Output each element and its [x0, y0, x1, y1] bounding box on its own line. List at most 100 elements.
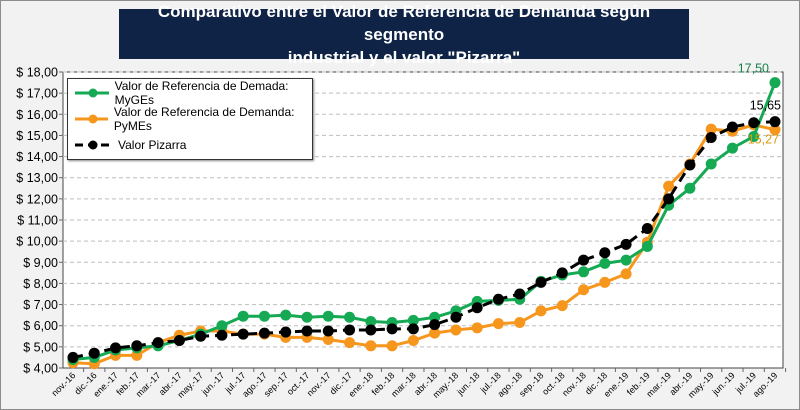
y-tick-label: $ 9,00 — [23, 256, 58, 270]
data-point — [152, 337, 164, 349]
data-point — [322, 333, 334, 345]
x-tick-label: jun.-18 — [454, 370, 481, 397]
data-point — [407, 314, 419, 326]
x-tick-label: nov.-18 — [560, 370, 588, 398]
legend-marker-orange — [75, 114, 108, 124]
y-tick-label: $ 16,00 — [16, 108, 58, 122]
data-point — [663, 193, 675, 205]
data-point — [131, 340, 143, 352]
legend-item-pizarra: Valor Pizarra — [74, 137, 186, 153]
data-point — [471, 322, 483, 334]
data-point — [258, 310, 270, 322]
data-point — [280, 326, 292, 338]
y-tick-label: $ 4,00 — [23, 362, 58, 376]
x-tick-label: jun.-19 — [710, 370, 737, 397]
legend-label: Valor de Referencia de Demanda: PyMEs — [113, 105, 295, 133]
data-point — [578, 254, 590, 266]
y-tick-label: $ 5,00 — [23, 340, 58, 354]
data-point — [492, 318, 504, 330]
data-point — [599, 257, 611, 269]
data-point — [726, 142, 738, 154]
data-point — [386, 323, 398, 335]
y-tick-label: $ 8,00 — [23, 277, 58, 291]
data-point — [705, 132, 717, 144]
series-line — [72, 120, 776, 359]
data-point — [726, 121, 738, 133]
data-point — [365, 340, 377, 352]
data-point — [195, 330, 207, 342]
data-point — [344, 337, 356, 349]
data-point — [556, 267, 568, 279]
data-point — [88, 347, 100, 359]
legend-label: Valor de Referencia de Demada: MyGEs — [114, 79, 289, 107]
data-point — [492, 293, 504, 305]
x-tick-label: sep.-17 — [262, 370, 290, 398]
data-point — [578, 266, 590, 278]
data-point — [471, 302, 483, 314]
data-point — [344, 324, 356, 336]
data-point — [556, 300, 568, 312]
data-label: 15,65 — [750, 99, 781, 113]
x-tick-label: jun.-17 — [199, 370, 226, 397]
data-point — [705, 158, 717, 170]
y-tick-label: $ 17,00 — [16, 87, 58, 101]
legend-label: Valor Pizarra — [118, 138, 187, 152]
data-point — [641, 222, 653, 234]
data-point — [578, 284, 590, 296]
data-point — [514, 288, 526, 300]
data-point — [301, 311, 313, 323]
x-tick-label: nov.-17 — [305, 370, 333, 398]
data-point — [748, 130, 760, 142]
data-point — [365, 315, 377, 327]
series-2 — [67, 116, 781, 363]
chart-title: Comparativo entre el Valor de Referencia… — [119, 2, 689, 67]
legend-item-pymes: Valor de Referencia de Demanda: PyMEs — [74, 105, 312, 133]
legend-item-mygEs: Valor de Referencia de Demada: MyGEs — [74, 79, 312, 107]
data-point — [237, 328, 249, 340]
x-tick-label: sep.-18 — [517, 370, 545, 398]
data-point — [216, 320, 228, 332]
data-point — [429, 327, 441, 339]
data-point — [407, 335, 419, 347]
y-tick-label: $ 10,00 — [16, 235, 58, 249]
y-tick-label: $ 7,00 — [23, 298, 58, 312]
data-point — [429, 319, 441, 331]
data-point — [705, 123, 717, 135]
title-line-2: industrial y el valor "Pizarra" — [287, 47, 521, 67]
data-point — [407, 323, 419, 335]
legend-marker-black — [75, 140, 111, 150]
data-point — [67, 351, 79, 363]
data-point — [684, 159, 696, 171]
data-point — [769, 124, 781, 136]
data-point — [663, 180, 675, 192]
data-point — [322, 325, 334, 337]
data-point — [344, 311, 356, 323]
y-tick-label: $ 6,00 — [23, 319, 58, 333]
data-point — [110, 342, 122, 354]
data-point — [620, 238, 632, 250]
legend-marker-green — [75, 88, 109, 98]
data-point — [301, 325, 313, 337]
y-tick-label: $ 14,00 — [16, 150, 58, 164]
legend: Valor de Referencia de Demada: MyGEs Val… — [67, 78, 313, 160]
data-point — [450, 311, 462, 323]
y-tick-label: $ 11,00 — [17, 214, 58, 228]
data-point — [599, 247, 611, 259]
data-point — [386, 340, 398, 352]
data-label: 15,27 — [748, 133, 779, 147]
y-tick-label: $ 12,00 — [16, 192, 58, 206]
data-point — [599, 276, 611, 288]
data-point — [280, 309, 292, 321]
data-point — [450, 324, 462, 336]
title-line-1: Comparativo entre el Valor de Referencia… — [157, 1, 651, 44]
data-point — [216, 329, 228, 341]
data-point — [641, 240, 653, 252]
data-point — [769, 77, 781, 89]
data-point — [535, 276, 547, 288]
data-point — [322, 310, 334, 322]
data-point — [173, 335, 185, 347]
data-point — [514, 317, 526, 329]
data-point — [258, 327, 270, 339]
y-tick-label: $ 18,00 — [16, 66, 58, 80]
